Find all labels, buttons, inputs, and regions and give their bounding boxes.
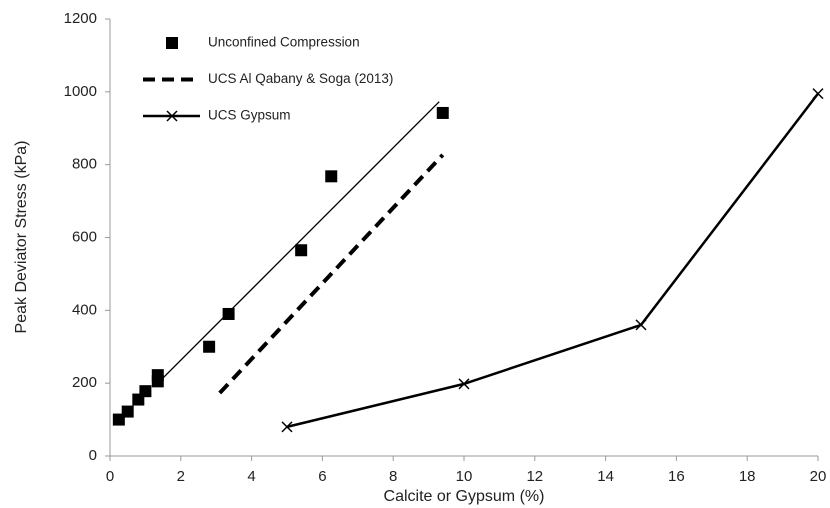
legend-marker	[166, 110, 178, 122]
point	[139, 385, 152, 398]
x-tick-label: 12	[526, 468, 543, 485]
point	[151, 369, 164, 382]
x-tick-label: 20	[810, 468, 827, 485]
legend-marker	[166, 37, 178, 49]
x-tick-label: 2	[177, 468, 185, 485]
x-tick-label: 8	[389, 468, 397, 485]
point	[281, 421, 293, 433]
y-tick-label: 1000	[64, 83, 97, 100]
point	[812, 88, 824, 100]
legend-label: UCS Gypsum	[208, 108, 291, 123]
x-tick-label: 0	[106, 468, 114, 485]
legend-label: Unconfined Compression	[208, 35, 360, 50]
point	[222, 307, 235, 320]
series-line	[286, 92, 819, 429]
y-tick-label: 400	[72, 301, 97, 318]
y-axis-label: Peak Deviator Stress (kPa)	[13, 141, 30, 334]
x-axis-label: Calcite or Gypsum (%)	[384, 488, 545, 505]
x-tick-label: 14	[597, 468, 614, 485]
point	[635, 319, 647, 331]
point	[295, 244, 308, 257]
point	[203, 340, 216, 353]
y-tick-label: 800	[72, 156, 97, 173]
y-tick-label: 600	[72, 228, 97, 245]
point	[436, 106, 449, 119]
x-tick-label: 10	[456, 468, 473, 485]
y-tick-label: 1200	[64, 10, 97, 27]
y-tick-label: 200	[72, 374, 97, 391]
x-tick-label: 4	[247, 468, 255, 485]
x-tick-label: 18	[739, 468, 756, 485]
trendline	[157, 101, 440, 384]
point	[458, 378, 470, 390]
y-tick-label: 0	[89, 447, 97, 464]
x-tick-label: 16	[668, 468, 685, 485]
legend-label: UCS Al Qabany & Soga (2013)	[208, 71, 393, 86]
point	[325, 170, 338, 183]
point	[121, 405, 134, 418]
x-tick-label: 6	[318, 468, 326, 485]
series-line	[218, 153, 445, 395]
